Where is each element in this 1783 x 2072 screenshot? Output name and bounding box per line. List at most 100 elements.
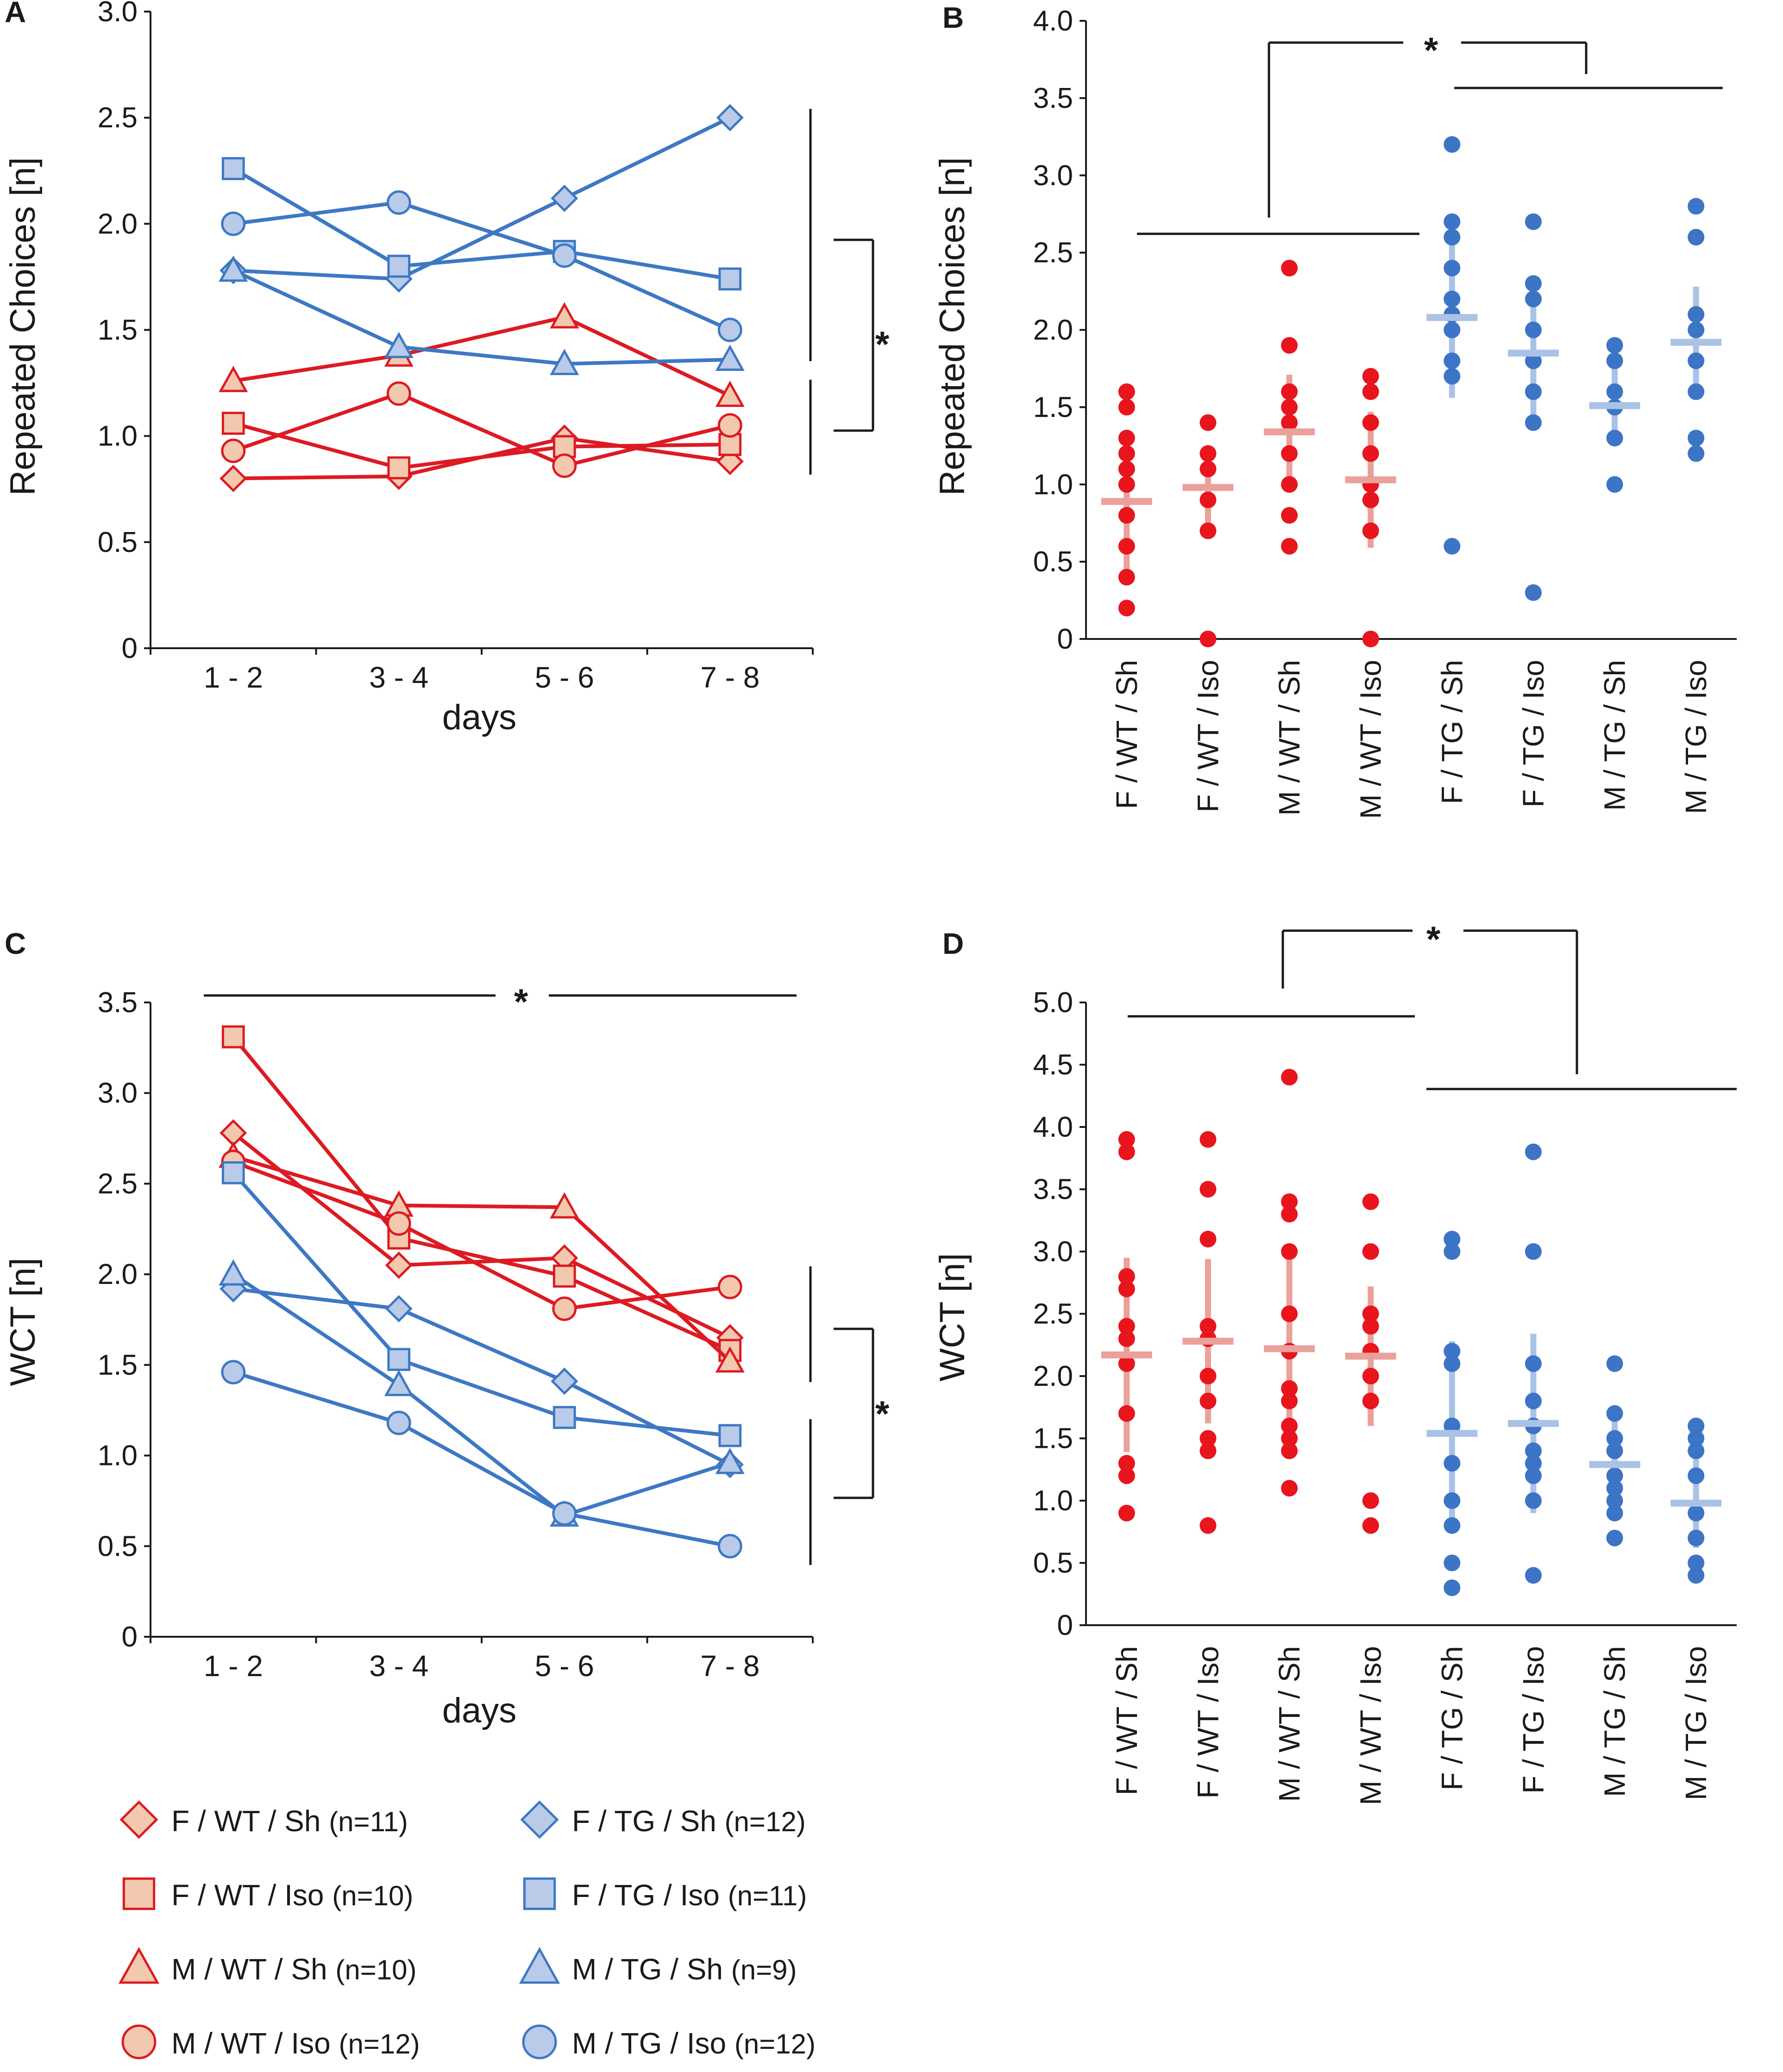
significance-star: *: [1424, 30, 1438, 70]
data-point: [1525, 1243, 1542, 1260]
data-point-marker: [715, 1447, 745, 1474]
data-point: [1688, 1467, 1705, 1484]
data-point-marker: [552, 1296, 577, 1321]
data-point: [1525, 352, 1542, 369]
panel-a-ylabel: Repeated Choices [n]: [3, 157, 43, 496]
data-point-marker: [386, 381, 411, 406]
group-m-tg-iso: [1670, 1417, 1722, 1584]
data-point: [1281, 445, 1298, 462]
data-point: [1199, 631, 1217, 647]
data-point: [1362, 491, 1379, 508]
series-line: [232, 1131, 731, 1340]
x-tick-label: 1 - 2: [204, 1649, 263, 1683]
significance-star: *: [875, 324, 890, 364]
data-point-marker: [387, 255, 411, 278]
data-point: [1606, 1355, 1623, 1372]
data-point: [1118, 399, 1135, 416]
x-tick-label: F / TG / Iso: [1517, 1646, 1550, 1794]
data-point: [1606, 1504, 1623, 1521]
data-point: [1688, 430, 1705, 447]
panel-a-significance-bracket: *: [809, 109, 890, 475]
data-point: [1281, 1417, 1298, 1434]
data-point: [1688, 306, 1705, 323]
x-tick-label: F / WT / Sh: [1110, 1646, 1143, 1795]
x-tick-label: 7 - 8: [700, 661, 760, 694]
legend: F / WT / Sh (n=11)F / WT / Iso (n=10)M /…: [118, 1800, 816, 2060]
data-point: [1444, 213, 1461, 230]
y-tick-label: 2.0: [1033, 314, 1073, 346]
x-tick-label: F / TG / Sh: [1435, 1646, 1469, 1790]
y-tick-label: 2.0: [1033, 1360, 1073, 1392]
data-point: [1606, 476, 1623, 493]
x-tick-label: M / TG / Iso: [1679, 1646, 1713, 1800]
y-tick-label: 1.0: [98, 420, 138, 452]
series-line: [233, 1287, 731, 1466]
data-point-marker: [221, 1360, 246, 1384]
panel-b-letter: B: [942, 1, 964, 34]
y-tick-label: 2.0: [98, 1258, 138, 1290]
legend-marker: [522, 2024, 557, 2059]
panel-b-plot: 0 0.5 1.0 1.5 2.0 2.5 3.0 3.5 4.0 F / WT / Sh F / …: [1033, 5, 1737, 819]
series-line: [233, 116, 731, 281]
group-f-wt-iso: [1182, 414, 1234, 647]
data-point: [1118, 507, 1135, 524]
data-point: [1281, 1430, 1298, 1447]
series-line: [232, 392, 731, 468]
y-tick-label: 3.0: [98, 0, 138, 28]
x-tick-label: M / WT / Sh: [1273, 1646, 1306, 1802]
data-point: [1688, 352, 1705, 369]
data-point: [1281, 1193, 1298, 1210]
group-f-wt-sh: [1101, 1131, 1152, 1521]
y-tick-label: 4.0: [1033, 5, 1073, 37]
y-tick-label: 0: [1057, 1609, 1073, 1641]
legend-marker: [119, 1800, 158, 1839]
data-point: [1362, 522, 1379, 539]
data-point: [1362, 1318, 1379, 1335]
panel-a-xlabel: days: [442, 698, 517, 737]
y-tick-label: 3.0: [98, 1077, 138, 1109]
series-f-tg-iso: [221, 1161, 742, 1447]
legend-item-m-tg-sh: M / TG / Sh (n=9): [519, 1947, 797, 1986]
legend-marker: [118, 1947, 160, 1984]
data-point: [1281, 507, 1298, 524]
legend-label: F / TG / Sh (n=12): [572, 1804, 806, 1838]
data-point: [1118, 476, 1135, 493]
data-point: [1118, 1355, 1135, 1372]
panel-d: D 0 0.5 1.0 1.5 2.0 2.5 3.0 3.5 4.0 4.5 5.0 F / WT …: [933, 919, 1737, 1805]
data-point-marker: [717, 1534, 742, 1559]
group-m-tg-sh: [1589, 1355, 1640, 1546]
legend-group: F / WT / Sh: [171, 1804, 329, 1838]
data-point: [1606, 1480, 1623, 1497]
data-point: [1118, 1467, 1135, 1484]
legend-item-m-wt-sh: M / WT / Sh (n=10): [118, 1947, 417, 1986]
data-point: [1199, 445, 1217, 462]
y-tick-label: 2.0: [98, 208, 138, 240]
data-point-marker: [715, 344, 745, 371]
data-point: [1118, 1268, 1135, 1285]
legend-item-m-wt-iso: M / WT / Iso (n=12): [121, 2024, 420, 2060]
significance-star: *: [514, 981, 528, 1022]
series-f-tg-sh: [220, 1275, 744, 1478]
data-point: [1362, 1492, 1379, 1509]
data-point: [1444, 321, 1461, 338]
data-point-marker: [221, 1161, 245, 1184]
data-point: [1281, 1442, 1298, 1459]
series-line: [232, 1370, 731, 1548]
series-line: [232, 1035, 731, 1352]
series-line: [232, 269, 730, 366]
data-point: [1281, 1305, 1298, 1322]
data-point: [1199, 460, 1217, 477]
data-point: [1688, 229, 1705, 246]
series-line: [232, 1272, 731, 1517]
x-tick-label: F / WT / Iso: [1191, 1646, 1224, 1799]
legend-group: M / TG / Iso: [572, 2027, 735, 2060]
data-point: [1118, 600, 1135, 617]
y-tick-label: 5.0: [1033, 987, 1073, 1019]
panel-c-letter: C: [5, 927, 26, 960]
legend-group: F / TG / Iso: [572, 1878, 728, 1912]
legend-item-f-wt-sh: F / WT / Sh (n=11): [119, 1800, 408, 1839]
data-point: [1606, 430, 1623, 447]
y-tick-label: 0: [122, 1621, 138, 1653]
data-point: [1525, 414, 1542, 431]
